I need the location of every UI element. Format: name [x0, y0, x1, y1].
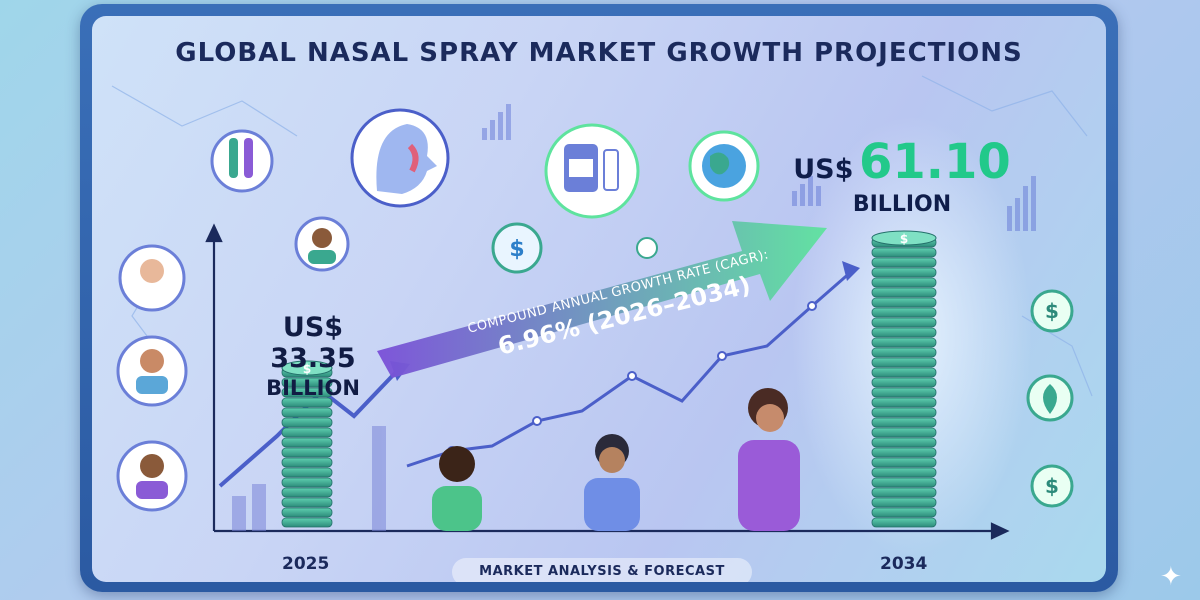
- nasal-anatomy-icon: [350, 108, 450, 208]
- cagr-arrow: [377, 221, 827, 378]
- start-unit: BILLION: [266, 376, 360, 400]
- end-value-label: US$ 61.10 BILLION: [792, 134, 1012, 217]
- page-title: GLOBAL NASAL SPRAY MARKET GROWTH PROJECT…: [175, 38, 1023, 68]
- avatar-decoration: [116, 216, 350, 512]
- globe-icon: [688, 130, 760, 202]
- svg-text:$: $: [509, 237, 524, 262]
- start-bars: [232, 426, 386, 531]
- svg-text:$: $: [303, 362, 311, 376]
- svg-text:$: $: [1045, 474, 1059, 498]
- svg-text:$: $: [900, 232, 908, 246]
- dollar-cycle-icon: $: [491, 222, 543, 274]
- x-tick-end: 2034: [880, 554, 928, 574]
- start-amount: 33.35: [270, 343, 356, 374]
- end-amount: 61.10: [858, 134, 1011, 190]
- start-currency: US$: [282, 312, 344, 343]
- people-illustration: [432, 388, 800, 531]
- coin-stack-2034: $: [871, 230, 937, 528]
- coin-stack-2025: $: [281, 360, 333, 528]
- infographic-screen: GLOBAL NASAL SPRAY MARKET GROWTH PROJECT…: [92, 16, 1106, 582]
- leaf-icon: [1026, 374, 1074, 422]
- start-value-label: US$ 33.35 BILLION: [238, 312, 388, 400]
- end-currency: US$: [793, 154, 854, 185]
- medicine-bottles-icon: [544, 123, 640, 219]
- svg-text:$: $: [1045, 299, 1059, 323]
- end-unit: BILLION: [852, 192, 952, 217]
- dollar-coin-icon: $ $: [636, 237, 1074, 508]
- sparkle-icon: ✦: [1160, 562, 1182, 592]
- coin-stacks: $$: [281, 230, 937, 528]
- footer-label: MARKET ANALYSIS & FORECAST: [452, 558, 752, 582]
- growth-chart: $$ $: [111, 75, 1093, 556]
- bar-chart-icon: [482, 104, 1036, 231]
- x-tick-start: 2025: [282, 554, 330, 574]
- test-tubes-icon: [210, 129, 274, 193]
